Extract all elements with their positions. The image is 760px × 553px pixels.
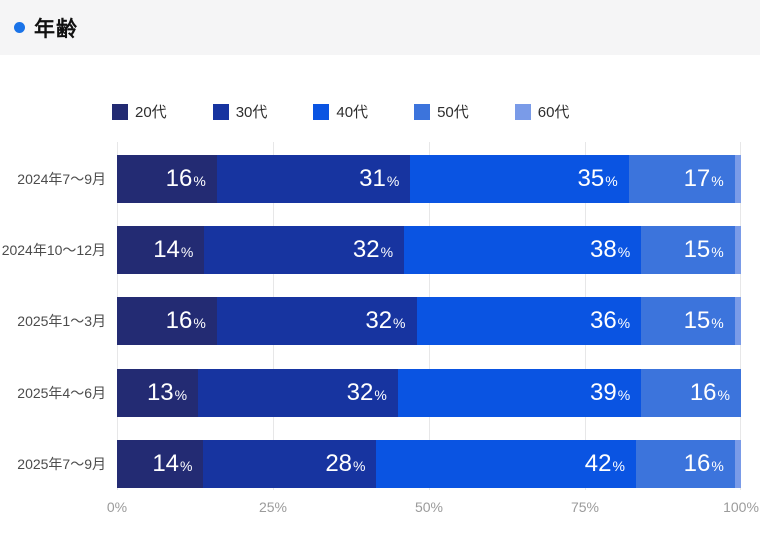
section-header: 年齢 (0, 0, 760, 55)
bar-segment-50代: 16% (641, 368, 741, 417)
segment-value-label: 31% (359, 165, 400, 192)
bar-segment-20代: 14% (117, 226, 205, 275)
bar-segment-40代: 36% (416, 297, 642, 346)
legend-label: 60代 (537, 104, 570, 121)
bar-row: 2024年7〜9月 16% 31% 35% 17% (17, 155, 741, 203)
legend-label: 30代 (235, 104, 268, 121)
category-label: 2024年10〜12月 (1, 242, 106, 259)
bar-segment-20代: 14% (117, 439, 204, 488)
legend-item-40代: 40代 (313, 101, 368, 122)
segment-value-label: 16% (689, 378, 730, 406)
bar-row: 2024年10〜12月 14% 32% 38% 15% (2, 226, 741, 275)
legend-item-20代: 20代 (112, 101, 167, 122)
bar-segment-20代: 13% (117, 368, 199, 417)
legend-swatch-icon (212, 103, 229, 120)
bar-segment-60代 (734, 297, 741, 346)
plot-area: 2024年7〜9月 16% 31% 35% 17% 2024年10〜12月 14% 32% 38… (2, 142, 741, 490)
bar-segment-60代 (734, 155, 741, 203)
x-axis-tick: 0% (106, 499, 128, 515)
category-label: 2024年7〜9月 (17, 171, 106, 187)
bar-row: 2025年7〜9月 14% 28% 42% 16% (17, 439, 741, 488)
segment-value-label: 36% (589, 307, 631, 335)
segment-value-label: 38% (589, 236, 631, 264)
segment-value-label: 16% (683, 449, 724, 477)
segment-value-label: 16% (165, 165, 206, 192)
x-axis: 0% 25% 50% 75% 100% (0, 499, 760, 519)
bar-row: 2025年4〜6月 13% 32% 39% 16% (17, 368, 741, 417)
x-axis-tick: 50% (414, 499, 444, 515)
bar-segment-30代: 28% (203, 439, 377, 488)
segment-value-label: 42% (584, 449, 625, 477)
segment-value-label: 13% (146, 378, 188, 406)
bar-segment-20代: 16% (117, 155, 217, 203)
segment-value-label: 15% (683, 236, 724, 264)
legend-swatch-icon (414, 103, 431, 120)
segment-value-label: 14% (152, 449, 193, 477)
segment-value-label: 15% (683, 307, 724, 335)
bar-segment-60代 (734, 439, 741, 488)
x-axis-tick: 25% (258, 499, 288, 515)
x-axis-tick: 100% (723, 499, 759, 515)
bar-segment-40代: 42% (376, 439, 636, 488)
legend-swatch-icon (514, 103, 531, 120)
segment-value-label: 32% (365, 307, 406, 335)
segment-value-label: 32% (352, 236, 394, 264)
bar-segment-30代: 32% (204, 226, 405, 275)
legend-item-60代: 60代 (514, 101, 570, 122)
bullet-dot-icon (14, 22, 25, 33)
legend-label: 20代 (135, 104, 167, 121)
bar-segment-40代: 39% (397, 368, 642, 417)
legend-item-30代: 30代 (212, 101, 268, 122)
bar-segment-50代: 16% (635, 439, 735, 488)
bar-segment-20代: 16% (117, 297, 217, 346)
bar-segment-50代: 15% (641, 297, 735, 346)
x-axis-tick: 75% (570, 499, 600, 515)
legend-label: 50代 (437, 104, 469, 121)
legend-item-50代: 50代 (414, 101, 469, 122)
category-label: 2025年7〜9月 (17, 455, 106, 472)
segment-value-label: 35% (577, 165, 618, 192)
segment-value-label: 16% (165, 307, 206, 335)
bar-segment-30代: 32% (198, 368, 398, 417)
segment-value-label: 17% (683, 165, 724, 192)
bar-segment-60代 (734, 226, 741, 275)
bar-segment-40代: 38% (404, 226, 642, 275)
segment-value-label: 28% (325, 449, 366, 477)
bar-row: 2025年1〜3月 16% 32% 36% 15% (17, 297, 741, 346)
category-label: 2025年1〜3月 (17, 313, 106, 330)
bar-segment-50代: 15% (641, 226, 735, 275)
segment-value-label: 32% (346, 378, 387, 406)
page-title: 年齢 (34, 17, 78, 41)
segment-value-label: 14% (153, 236, 194, 264)
legend-label: 40代 (336, 104, 369, 121)
bar-segment-30代: 31% (216, 155, 411, 203)
bar-segment-40代: 35% (410, 155, 629, 203)
bar-segment-30代: 32% (216, 297, 417, 346)
legend-swatch-icon (313, 103, 330, 120)
category-label: 2025年4〜6月 (17, 384, 106, 401)
legend-swatch-icon (112, 103, 128, 120)
segment-value-label: 39% (589, 378, 631, 406)
bar-segment-50代: 17% (628, 155, 735, 203)
chart-legend: 20代 30代 40代 50代 60代 (112, 101, 569, 122)
